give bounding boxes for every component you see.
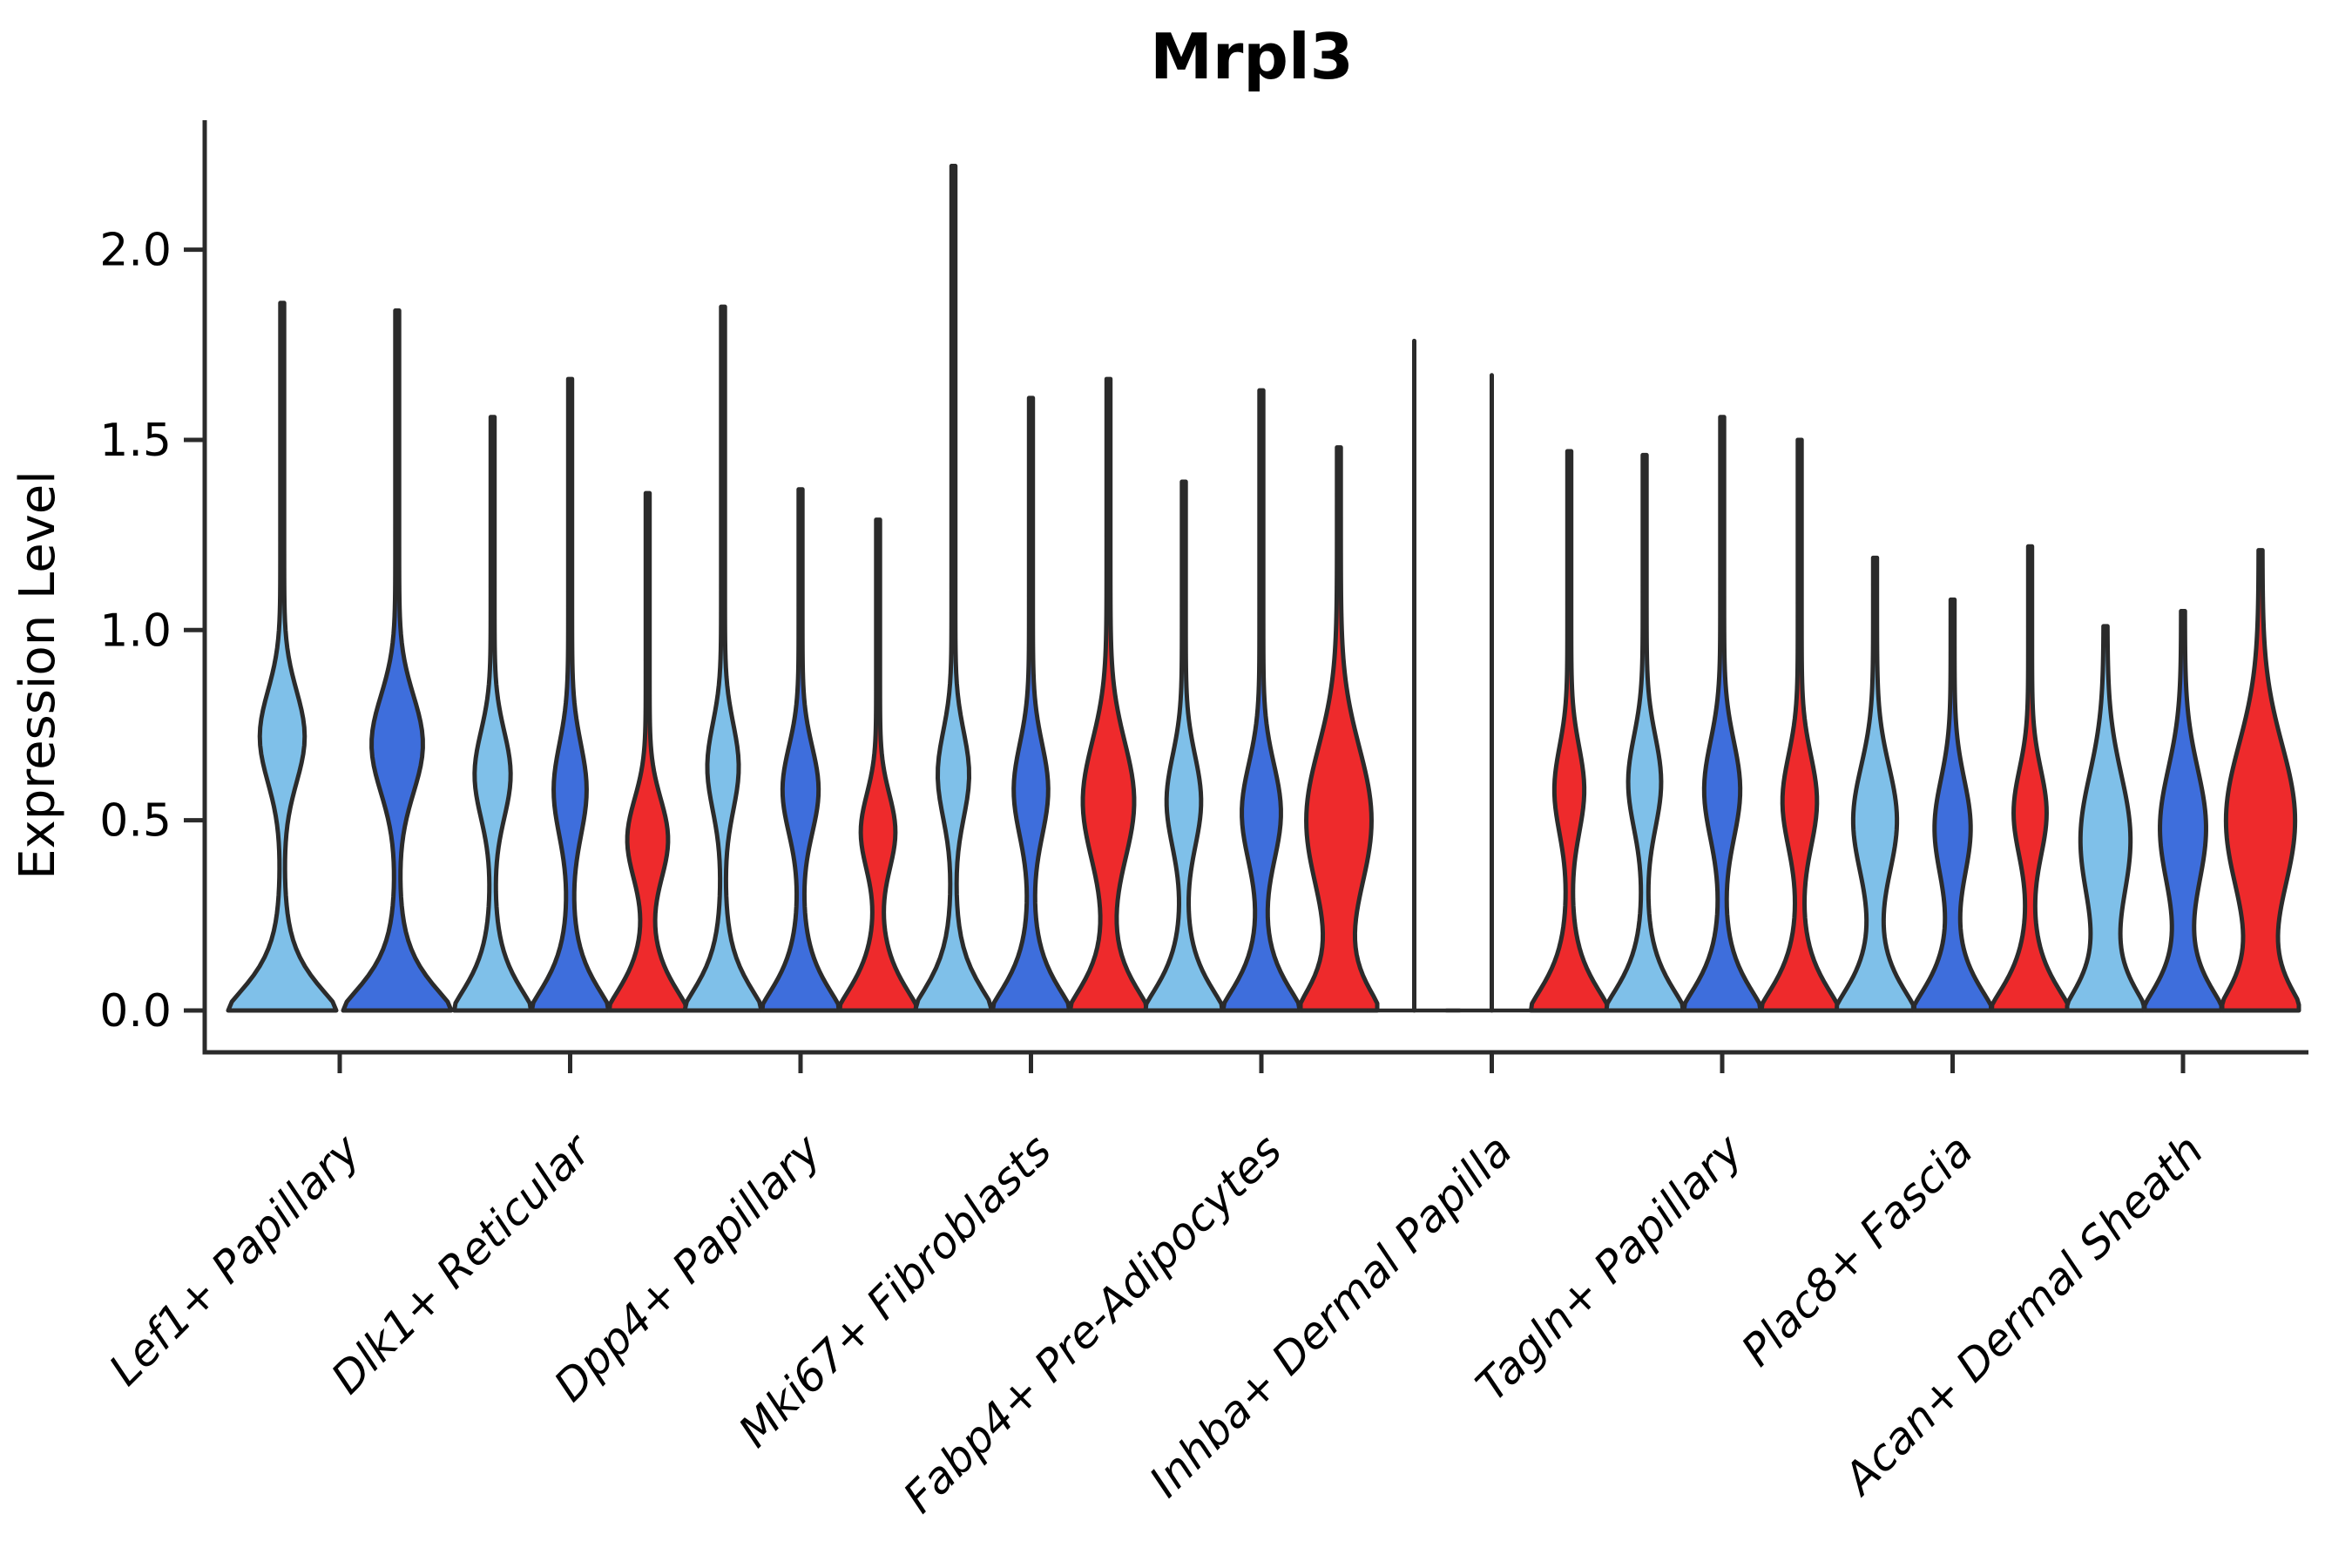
violin-mki67-fibroblasts-dark_blue [990,395,1071,1013]
violin-acan-dermal-sheath-red [2220,548,2301,1013]
violin-tagln-papillary-light_blue [1604,452,1686,1013]
violin-tagln-papillary-red [1759,437,1841,1013]
y-tick-label: 0.5 [99,795,172,848]
violin-dpp4-papillary-red [837,517,919,1013]
violin-series [226,164,2301,1013]
x-tick-label-plac8-fascia: Plac8+ Fascia [1732,1125,1983,1375]
violin-dlk1-reticular-red [607,490,688,1013]
violin-plac8-fascia-light_blue [1835,555,1916,1013]
y-tick-label: 1.0 [99,605,172,657]
violin-acan-dermal-sheath-light_blue [2065,624,2146,1013]
violin-lef1-papillary-dark_blue [341,308,454,1013]
violin-fabp4-pre-adipocytes-light_blue [1143,479,1225,1013]
violin-dpp4-papillary-light_blue [682,304,764,1013]
x-tick-label-lef1-papillary: Lef1+ Papillary [99,1124,370,1395]
violin-tagln-papillary-dark_blue [1681,415,1763,1013]
violin-mki67-fibroblasts-light_blue [913,164,994,1013]
violin-plac8-fascia-red [1990,544,2071,1013]
violin-fabp4-pre-adipocytes-red [1298,445,1380,1013]
violin-dpp4-papillary-dark_blue [760,487,841,1013]
y-tick-label: 0.0 [99,985,172,1037]
violin-fabp4-pre-adipocytes-dark_blue [1220,388,1302,1013]
violin-plac8-fascia-dark_blue [1912,597,1993,1013]
violin-mki67-fibroblasts-red [1068,376,1149,1013]
x-tick-label-inhba-dermal-papilla: Inhba+ Dermal Papilla [1140,1125,1522,1506]
y-tick-label: 2.0 [99,225,172,277]
violin-lef1-papillary-light_blue [226,301,339,1013]
violin-inhba-dermal-papilla-red [1529,449,1610,1013]
y-axis-label: Expression Level [10,470,66,880]
violin-dlk1-reticular-dark_blue [530,376,611,1013]
violin-dlk1-reticular-light_blue [452,415,533,1013]
y-tick-label: 1.5 [99,415,172,467]
violin-acan-dermal-sheath-dark_blue [2142,608,2224,1013]
chart-title: Mrpl3 [1150,20,1353,93]
x-tick-label-fabp4-pre-adipocytes: Fabp4+ Pre-Adipocytes [894,1125,1292,1523]
